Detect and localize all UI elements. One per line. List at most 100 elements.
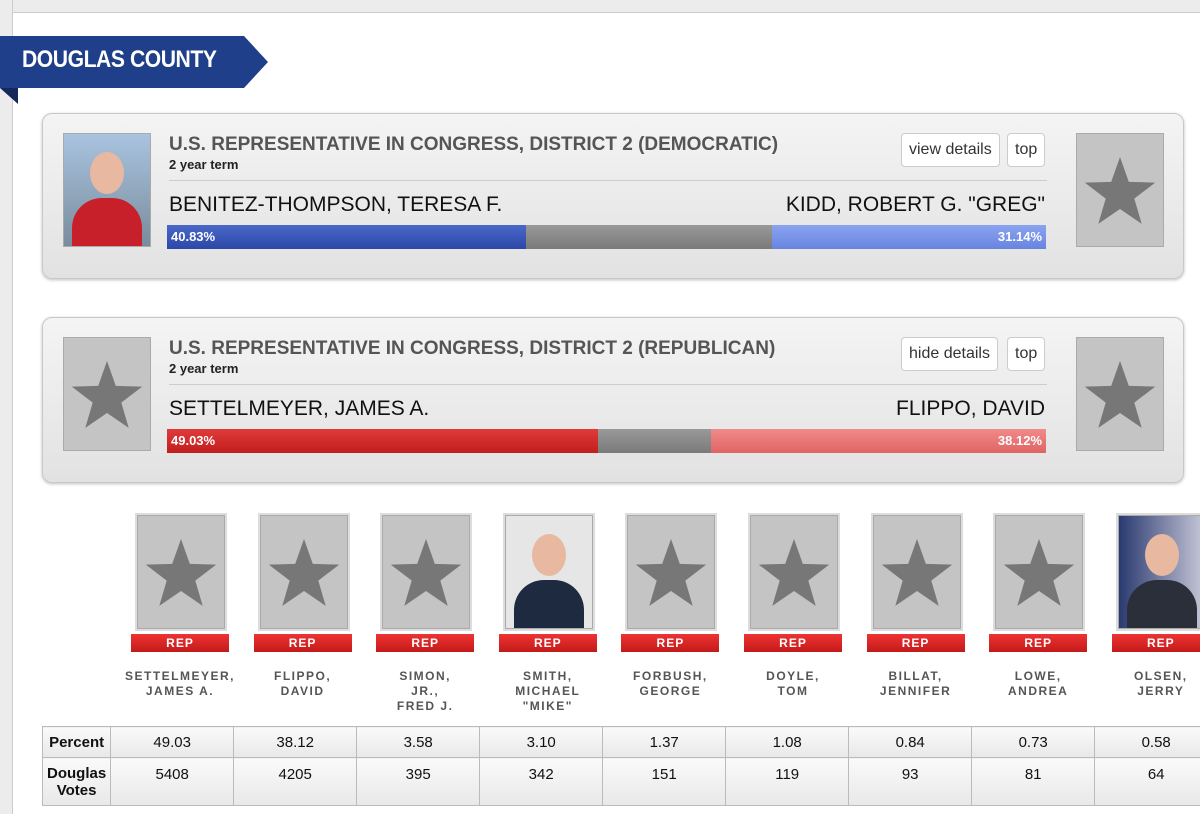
right-share: 38.12% <box>710 429 1046 453</box>
table-cell: 1.37 <box>602 726 727 758</box>
name-line: FLIPPO, <box>274 669 332 683</box>
star <box>1084 361 1156 428</box>
left-share: 49.03% <box>167 429 598 453</box>
table-row: Percent 49.03 38.12 3.58 3.10 1.37 1.08 0.84 0.7… <box>41 726 1200 758</box>
star <box>636 539 707 606</box>
table-cell: 1.08 <box>725 726 850 758</box>
table-cell: 151 <box>602 757 727 806</box>
county-banner <box>0 36 268 104</box>
right-share: 31.14% <box>772 225 1046 249</box>
name-line: DOYLE, <box>766 669 820 683</box>
frame-top <box>0 0 1200 13</box>
table-row: Douglas Votes 5408 4205 395 342 151 119 93 81 64 <box>41 757 1200 806</box>
name-line: BILLAT, <box>888 669 943 683</box>
table-cell: 342 <box>479 757 604 806</box>
photo-head <box>90 152 124 194</box>
star <box>71 361 143 428</box>
photo-body <box>1126 580 1197 628</box>
party-label: REP <box>866 634 965 652</box>
star-icon <box>1084 361 1156 428</box>
right-candidate: FLIPPO, DAVID <box>896 397 1045 420</box>
table-cell: 395 <box>356 757 481 806</box>
candidate-photo <box>1117 515 1200 629</box>
name-line: SETTELMEYER, <box>124 669 235 683</box>
party-label: REP <box>621 634 720 652</box>
table-cell: 4205 <box>233 757 358 806</box>
star <box>1084 157 1156 224</box>
top-button[interactable]: top <box>1007 133 1046 167</box>
candidate-name: BILLAT, JENNIFER <box>856 669 976 699</box>
photo-head <box>531 534 566 576</box>
star <box>1003 539 1075 606</box>
banner-fold <box>0 88 18 104</box>
table-cell: 49.03 <box>110 726 235 758</box>
candidate-photo <box>872 515 961 629</box>
name-line: OLSEN, <box>1133 669 1188 683</box>
name-line: MICHAEL <box>515 684 581 698</box>
star-icon <box>1003 539 1075 606</box>
star-icon <box>390 539 462 606</box>
right-photo <box>1076 337 1164 451</box>
name-line: SIMON, <box>399 669 452 683</box>
table-cell: 0.73 <box>971 726 1096 758</box>
race-card: U.S. REPRESENTATIVE IN CONGRESS, DISTRIC… <box>42 113 1184 279</box>
star <box>145 539 217 606</box>
right-candidate: KIDD, ROBERT G. "GREG" <box>785 193 1045 216</box>
banner-shape <box>0 36 268 88</box>
name-line: JENNIFER <box>879 684 952 698</box>
star-icon <box>145 539 217 606</box>
party-label: REP <box>1111 634 1200 652</box>
name-line: SMITH, <box>522 669 573 683</box>
results-table: Percent 49.03 38.12 3.58 3.10 1.37 1.08 0.84 0.7… <box>41 726 1200 806</box>
name-line: FORBUSH, <box>633 669 708 683</box>
left-candidate: SETTELMEYER, JAMES A. <box>169 397 430 420</box>
top-button[interactable]: top <box>1007 337 1046 371</box>
details-button[interactable]: view details <box>901 133 1000 167</box>
table-cell: 3.10 <box>479 726 604 758</box>
party-label: REP <box>744 634 842 652</box>
party-label: REP <box>376 634 475 652</box>
table-cell: 5408 <box>110 757 235 806</box>
star <box>268 539 339 606</box>
candidate-name: SIMON, JR., FRED J. <box>365 669 485 714</box>
row-label: Douglas Votes <box>41 757 112 806</box>
candidate-photo <box>137 515 225 629</box>
vote-bar: 49.03% 38.12% <box>167 429 1046 453</box>
star-icon <box>758 539 830 606</box>
party-label: REP <box>131 634 229 652</box>
name-line: FRED J. <box>396 699 454 713</box>
party-label: REP <box>253 634 352 652</box>
county-title: DOUGLAS COUNTY <box>22 46 217 73</box>
star-icon <box>881 539 952 606</box>
table-cell: 0.58 <box>1094 726 1200 758</box>
party-label: REP <box>498 634 597 652</box>
photo-head <box>1144 534 1179 576</box>
name-line: TOM <box>777 684 809 698</box>
details-button[interactable]: hide details <box>901 337 998 371</box>
table-cell: 0.84 <box>848 726 973 758</box>
left-share: 40.83% <box>167 225 526 249</box>
race-card: U.S. REPRESENTATIVE IN CONGRESS, DISTRIC… <box>42 317 1184 483</box>
candidate-name: FORBUSH, GEORGE <box>610 669 730 699</box>
candidate-name: LOWE, ANDREA <box>978 669 1098 699</box>
candidate-photo <box>750 515 838 629</box>
candidate-photo <box>995 515 1084 629</box>
party-label: REP <box>989 634 1088 652</box>
star <box>881 539 952 606</box>
candidate-name: FLIPPO, DAVID <box>243 669 363 699</box>
race-title: U.S. REPRESENTATIVE IN CONGRESS, DISTRIC… <box>169 134 779 155</box>
candidate-photo <box>627 515 716 629</box>
candidate-name: SETTELMEYER, JAMES A. <box>120 669 240 699</box>
candidate-photo <box>382 515 471 629</box>
table-cell: 38.12 <box>233 726 358 758</box>
separator <box>169 384 1047 385</box>
race-title: U.S. REPRESENTATIVE IN CONGRESS, DISTRIC… <box>169 338 776 359</box>
left-photo <box>63 337 151 451</box>
race-term: 2 year term <box>169 157 239 172</box>
table-cell: 64 <box>1094 757 1200 806</box>
candidate-photo <box>259 515 348 629</box>
name-line: JR., <box>411 684 440 698</box>
